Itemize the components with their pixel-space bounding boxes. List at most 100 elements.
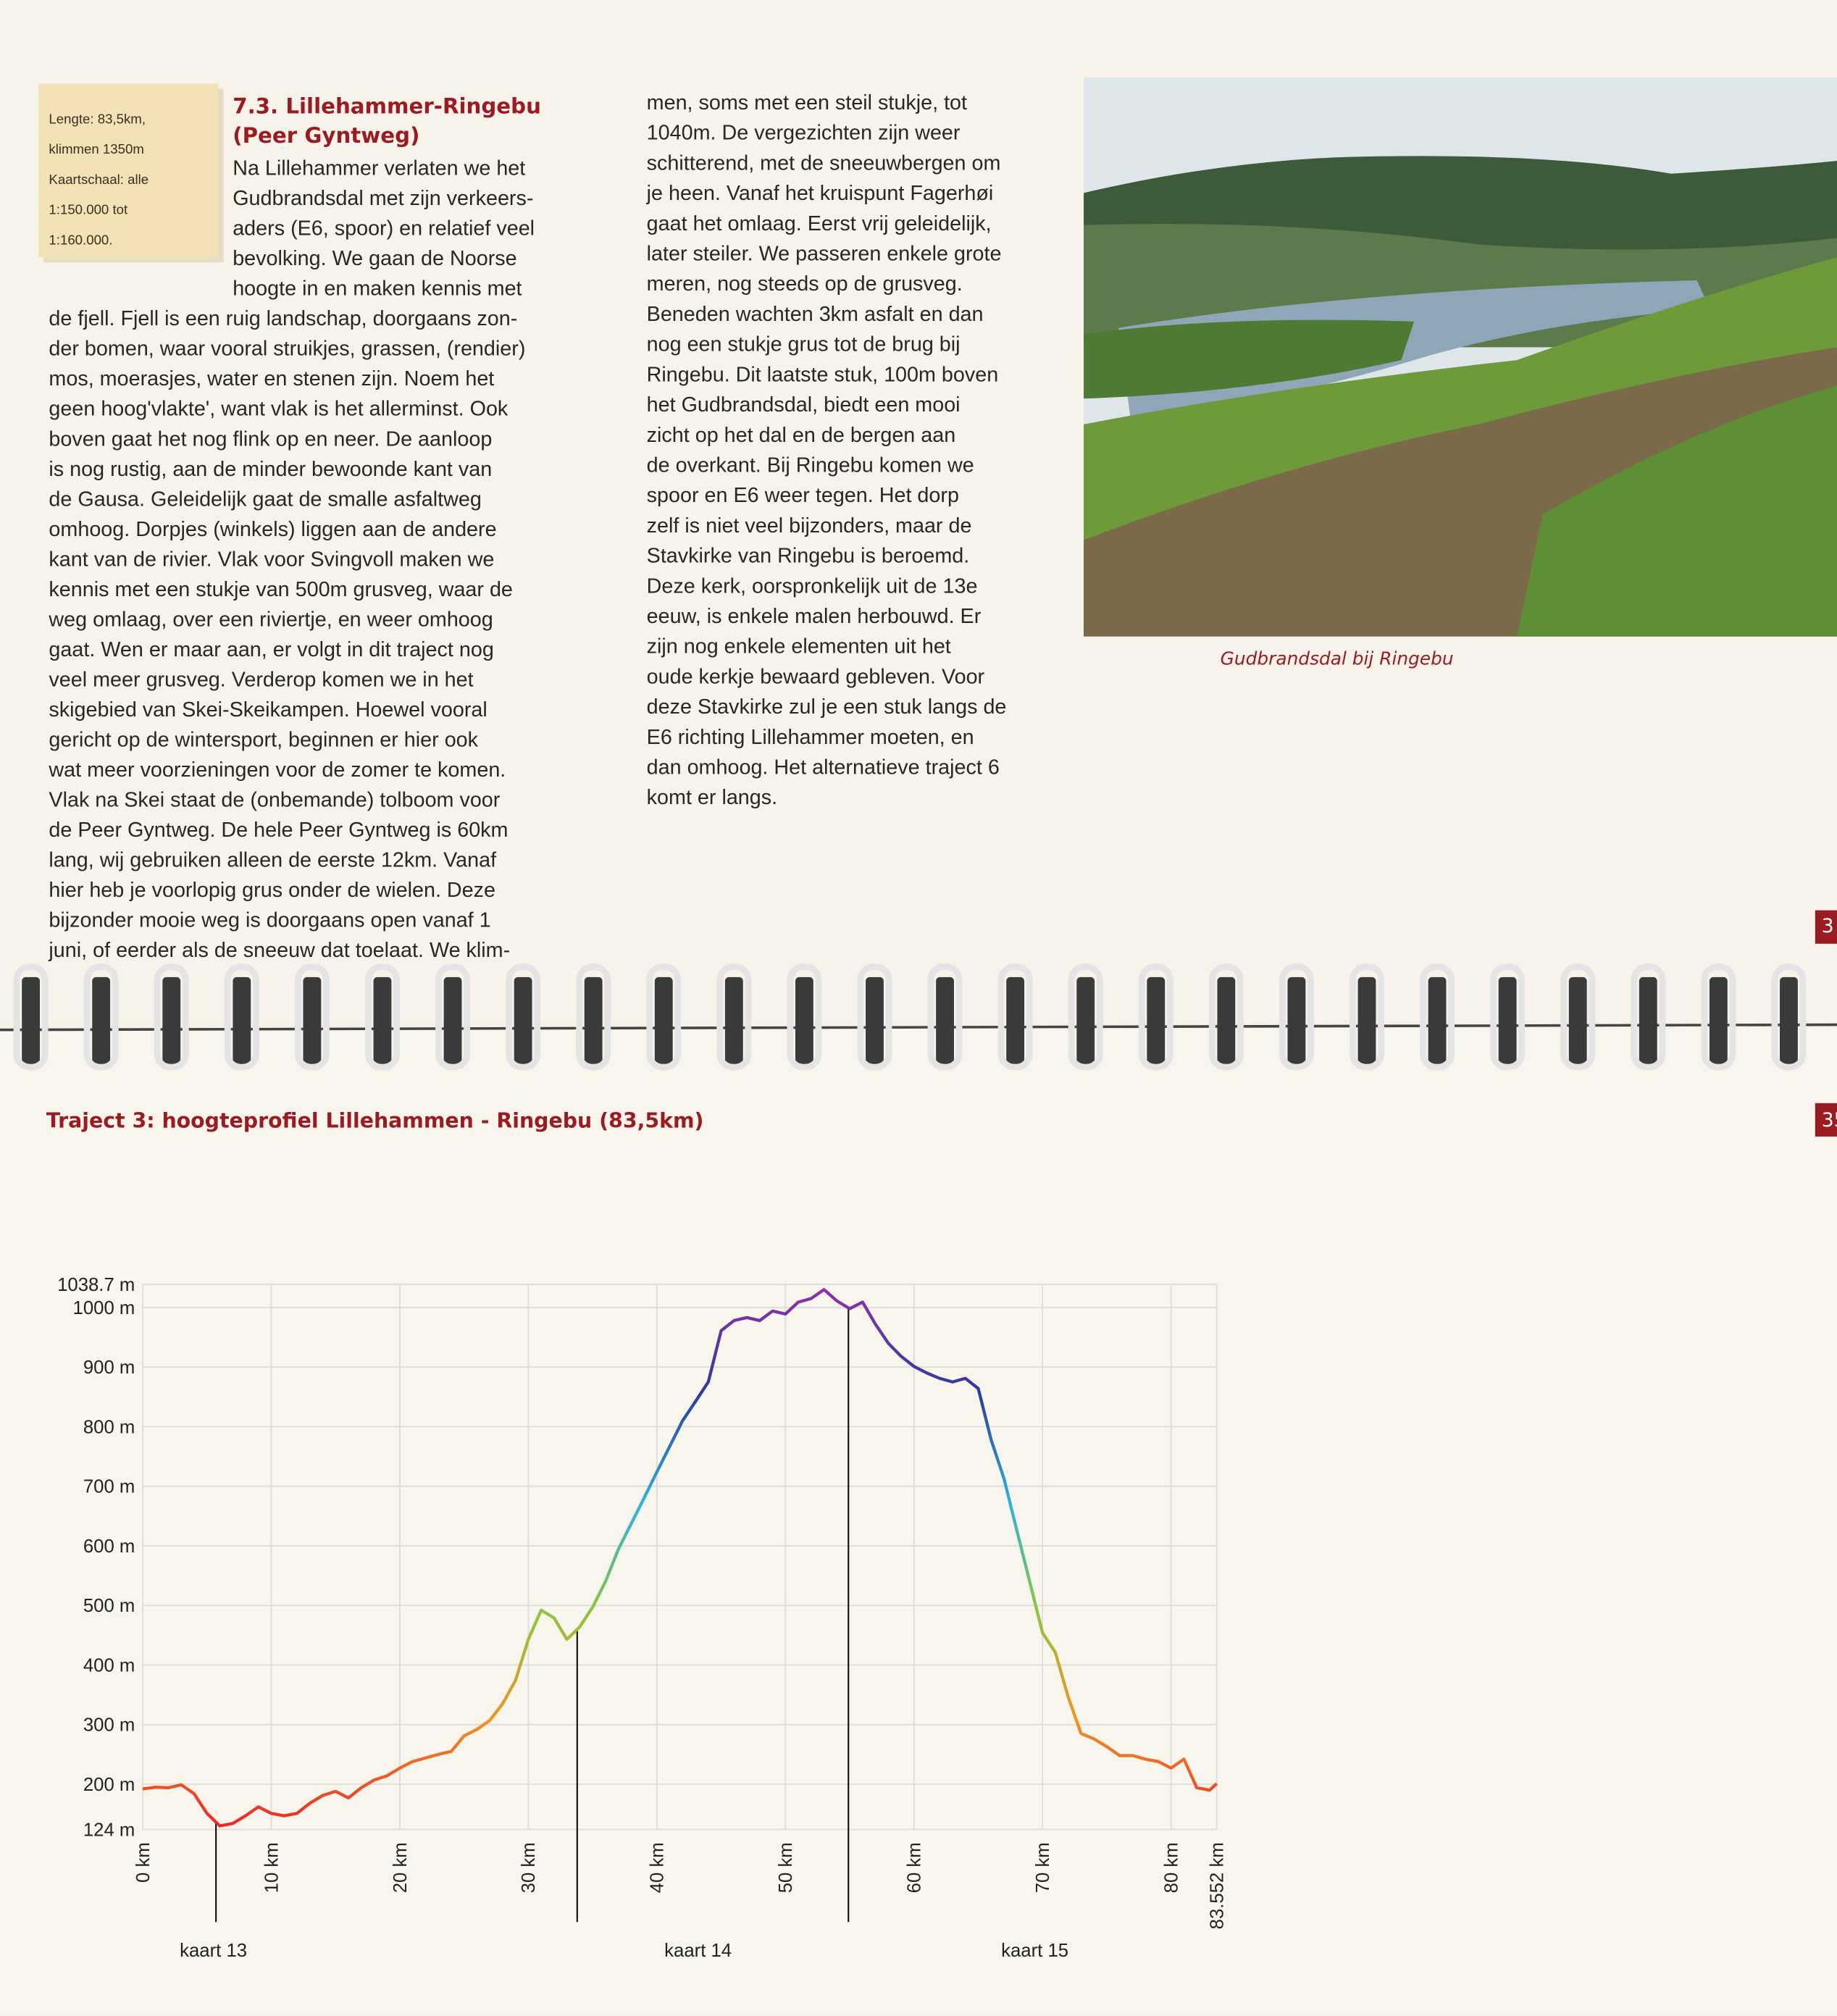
y-tick-label: 1000 m xyxy=(73,1298,135,1318)
binding-hole xyxy=(162,976,181,1068)
binding-hole xyxy=(936,976,954,1068)
sidebar-box xyxy=(38,83,219,258)
ring xyxy=(927,963,963,1071)
y-tick-label: 300 m xyxy=(83,1715,135,1736)
body-line: Ringebu. Dit laatste stuk, 100m boven xyxy=(647,363,999,386)
binding-hole xyxy=(1076,976,1095,1068)
binding-hole xyxy=(1147,976,1166,1068)
page-number: 35 xyxy=(1822,1109,1837,1132)
ring xyxy=(1701,963,1736,1071)
y-tick-label: 200 m xyxy=(83,1775,135,1795)
body-line: meren, nog steeds op de grusveg. xyxy=(647,272,963,296)
body-line: Gudbrandsdal met zijn verkeers- xyxy=(233,187,533,210)
body-line: mos, moerasjes, water en stenen zijn. No… xyxy=(49,367,494,390)
x-tick-label: 10 km xyxy=(261,1842,282,1893)
body-line: dan omhoog. Het alternatieve traject 6 xyxy=(647,756,1000,779)
y-tick-label: 500 m xyxy=(83,1596,135,1616)
ring xyxy=(857,963,892,1071)
elevation-line xyxy=(142,1288,1218,1828)
body-line: kant van de rivier. Vlak voor Svingvoll … xyxy=(49,548,494,571)
body-line: deze Stavkirke zul je een stuk langs de xyxy=(647,695,1007,719)
body-line: hier heb je voorlopig grus onder de wiel… xyxy=(49,879,495,902)
body-line: de fjell. Fjell is een ruig landschap, d… xyxy=(49,307,517,330)
body-line: lang, wij gebruiken alleen de eerste 12k… xyxy=(49,849,497,872)
body-line: omhoog. Dorpjes (winkels) liggen aan de … xyxy=(49,518,496,541)
ring xyxy=(435,963,470,1071)
ring xyxy=(787,963,822,1071)
body-line: spoor en E6 weer tegen. Het dorp xyxy=(647,484,959,507)
ring xyxy=(1138,963,1173,1071)
ring xyxy=(1208,963,1244,1071)
photo-caption: Gudbrandsdal bij Ringebu xyxy=(1221,648,1454,669)
ring xyxy=(1771,963,1807,1071)
page-number: 3 xyxy=(1822,915,1834,937)
ring xyxy=(646,963,682,1071)
section-heading: 7.3. Lillehammer-Ringebu xyxy=(233,93,541,118)
body-line: bijzonder mooie weg is doorgaans open va… xyxy=(49,909,490,932)
body-line: schitterend, met de sneeuwbergen om xyxy=(647,151,1001,175)
body-line: skigebied van Skei-Skeikampen. Hoewel vo… xyxy=(49,698,487,722)
binding-hole xyxy=(1287,976,1306,1068)
body-line: bevolking. We gaan de Noorse xyxy=(233,247,516,270)
binding-hole xyxy=(1498,976,1517,1068)
body-line: Vlak na Skei staat de (onbemande) tolboo… xyxy=(49,789,500,812)
lower-page xyxy=(0,1028,1837,2016)
ring xyxy=(506,963,541,1071)
x-tick-label: 0 km xyxy=(133,1842,154,1883)
body-line: de Peer Gyntweg. De hele Peer Gyntweg is… xyxy=(49,819,508,842)
body-line: geen hoog'vlakte', want vlak is het alle… xyxy=(49,398,509,421)
body-line: zelf is niet veel bijzonders, maar de xyxy=(647,514,972,538)
map-label: kaart 15 xyxy=(1001,1941,1068,1961)
ring xyxy=(1420,963,1455,1071)
body-line: 1040m. De vergezichten zijn weer xyxy=(647,122,961,145)
body-line: kennis met een stukje van 500m grusveg, … xyxy=(49,578,513,601)
binding-hole xyxy=(584,976,603,1068)
body-line: is nog rustig, aan de minder bewoonde ka… xyxy=(49,458,492,481)
body-line: zicht op het dal en de bergen aan xyxy=(647,424,956,447)
body-line: zijn nog enkele elementen uit het xyxy=(647,635,951,658)
sidebar-line: Lengte: 83,5km, xyxy=(49,112,146,127)
body-line: juni, of eerder als de sneeuw dat toelaa… xyxy=(48,939,510,962)
binding-hole xyxy=(866,976,884,1068)
body-line: later steiler. We passeren enkele grote xyxy=(647,243,1002,266)
ring xyxy=(154,963,189,1071)
binding-hole xyxy=(1709,976,1728,1068)
y-tick-label: 1038.7 m xyxy=(57,1275,135,1295)
binding-hole xyxy=(373,976,392,1068)
binding-hole xyxy=(443,976,462,1068)
spiral-binding xyxy=(0,963,1837,1071)
y-tick-label: 124 m xyxy=(83,1820,135,1840)
y-tick-label: 400 m xyxy=(83,1655,135,1676)
y-tick-label: 600 m xyxy=(83,1536,135,1557)
body-line: komt er langs. xyxy=(647,786,777,809)
body-line: der bomen, waar vooral struikjes, grasse… xyxy=(49,338,525,361)
binding-hole xyxy=(92,976,111,1068)
x-tick-label: 70 km xyxy=(1033,1842,1053,1893)
binding-hole xyxy=(303,976,322,1068)
ring xyxy=(1560,963,1596,1071)
binding-hole xyxy=(514,976,532,1068)
binding-hole xyxy=(1357,976,1376,1068)
sidebar-line: 1:150.000 tot xyxy=(49,202,128,217)
ring xyxy=(294,963,330,1071)
x-tick-label: 60 km xyxy=(905,1842,925,1893)
ring xyxy=(716,963,752,1071)
body-line: wat meer voorzieningen voor de zomer te … xyxy=(48,758,506,782)
binding-hole xyxy=(654,976,673,1068)
binding-hole xyxy=(22,976,41,1068)
ring xyxy=(13,963,49,1071)
ring xyxy=(576,963,611,1071)
body-line: het Gudbrandsdal, biedt een mooi xyxy=(647,393,961,417)
body-line: Na Lillehammer verlaten we het xyxy=(233,157,525,180)
body-line: weg omlaag, over een riviertje, en weer … xyxy=(48,608,493,631)
binding-hole xyxy=(233,976,251,1068)
body-line: de overkant. Bij Ringebu komen we xyxy=(647,453,974,477)
y-tick-label: 900 m xyxy=(83,1358,135,1378)
photo xyxy=(1084,77,1837,637)
body-line: Stavkirke van Ringebu is beroemd. xyxy=(647,545,970,568)
ring xyxy=(1068,963,1103,1071)
y-tick-label: 800 m xyxy=(83,1417,135,1437)
body-line: E6 richting Lillehammer moeten, en xyxy=(647,726,974,749)
ring xyxy=(224,963,259,1071)
